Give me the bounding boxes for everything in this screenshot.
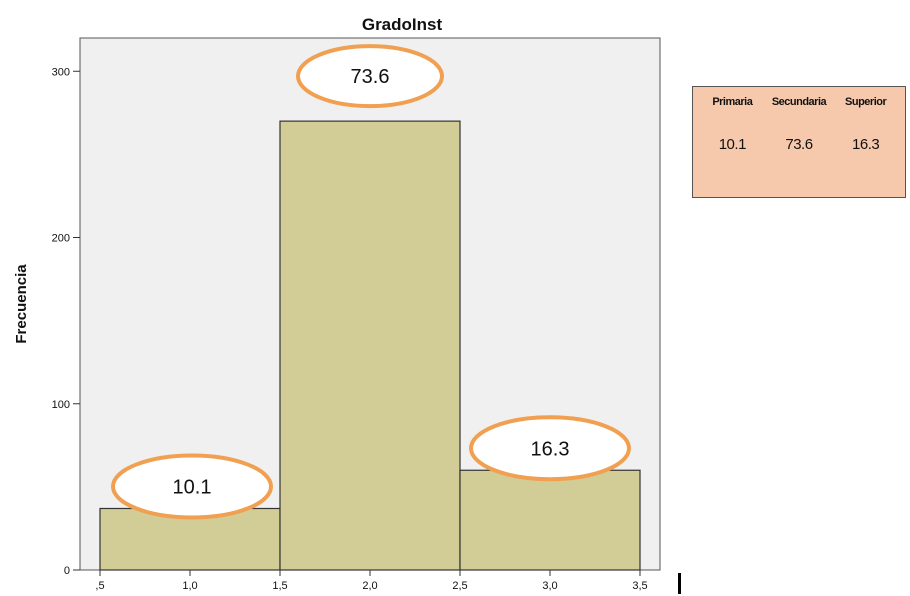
y-tick-label: 200 [52,233,70,245]
annotation-ellipse [469,415,631,482]
histogram-bar [459,469,641,571]
y-axis-label: Frecuencia [13,264,30,344]
value-primaria: 10.1 [718,135,747,153]
chart-title: GradoInst [362,15,443,34]
x-tick-label: 2,5 [452,580,467,592]
y-tick-label: 0 [64,565,70,577]
x-tick-label: 3,0 [542,580,557,592]
x-tick-label: ,5 [95,580,104,592]
header-primaria: Primaria [712,96,753,108]
value-superior: 16.3 [852,135,880,153]
value-secundaria: 73.6 [785,135,813,153]
table-header-row: Primaria Secundaria Superior [693,87,905,117]
table-value-row: 10.1 73.6 16.3 [693,117,905,171]
annotation-label: 73.6 [351,66,390,88]
annotation-ellipse [111,453,273,520]
y-tick-label: 100 [52,399,70,411]
x-tick-label: 1,0 [182,580,197,592]
y-tick-label: 300 [52,66,70,78]
histogram-bar [279,120,461,571]
x-tick-label: 2,0 [362,580,377,592]
header-superior: Superior [845,96,887,108]
header-secundaria: Secundaria [771,96,827,108]
x-tick-label: 1,5 [272,580,287,592]
annotation-label: 16.3 [531,438,570,460]
annotation-label: 10.1 [173,476,212,498]
x-tick-label: 3,5 [632,580,647,592]
annotation-ellipse [296,44,444,109]
percentage-table: Primaria Secundaria Superior 10.1 73.6 1… [692,86,906,198]
text-cursor [678,573,681,594]
